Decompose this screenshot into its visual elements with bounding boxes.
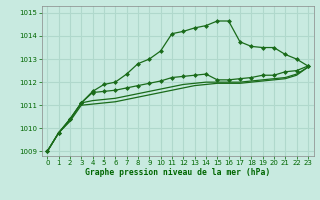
X-axis label: Graphe pression niveau de la mer (hPa): Graphe pression niveau de la mer (hPa) bbox=[85, 168, 270, 177]
